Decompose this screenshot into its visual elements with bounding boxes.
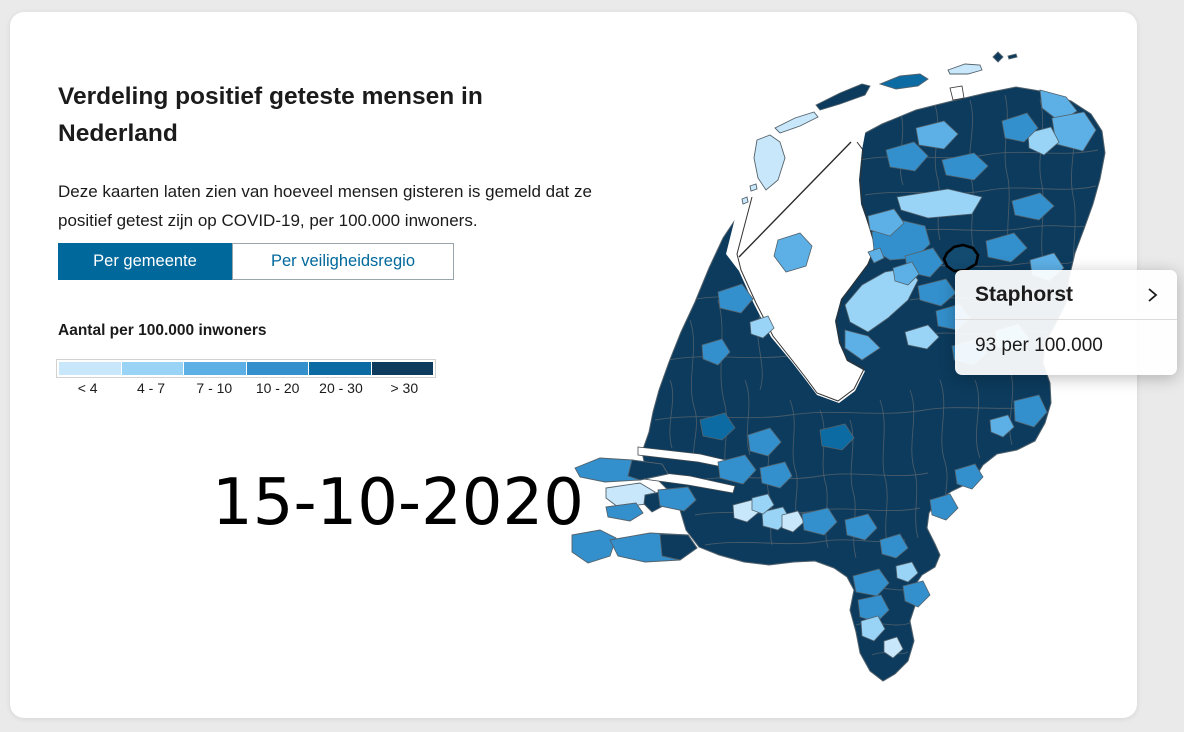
tooltip-divider — [955, 319, 1177, 320]
afsluitdijk — [738, 141, 852, 258]
page-description: Deze kaarten laten zien van hoeveel mens… — [58, 182, 592, 230]
selected-region-staphorst[interactable] — [942, 243, 980, 273]
zeeland-islands[interactable] — [571, 457, 698, 564]
page-title: Verdeling positief geteste mensen in Ned… — [58, 83, 483, 148]
chevron-right-icon — [1148, 288, 1158, 302]
legend-swatch-gt30 — [371, 362, 433, 375]
map-type-tabs: Per gemeente Per veiligheidsregio — [58, 243, 454, 280]
legend-label-7-10: 7 - 10 — [196, 380, 233, 396]
date-overlay: 15-10-2020 — [212, 466, 584, 540]
legend-swatch-20-30 — [309, 362, 371, 375]
region-tooltip[interactable]: Staphorst 93 per 100.000 — [955, 270, 1177, 375]
tab-per-gemeente[interactable]: Per gemeente — [58, 243, 232, 280]
legend-label-10-20: 10 - 20 — [255, 380, 300, 396]
legend-label-lt4: < 4 — [77, 380, 98, 396]
legend-title: Aantal per 100.000 inwoners — [58, 322, 267, 339]
legend-labels: < 4 4 - 7 7 - 10 10 - 20 20 - 30 > 30 — [56, 380, 436, 396]
legend-swatch-7-10 — [184, 362, 246, 375]
municipality-patches[interactable] — [699, 89, 1097, 659]
legend-swatch-lt4 — [59, 362, 121, 375]
legend-label-20-30: 20 - 30 — [319, 380, 363, 396]
legend-label-gt30: > 30 — [390, 380, 419, 396]
tab-per-veiligheidsregio-label: Per veiligheidsregio — [271, 252, 415, 270]
tab-per-gemeente-label: Per gemeente — [93, 252, 197, 270]
wadden-islands[interactable] — [741, 51, 1018, 205]
legend-swatch-10-20 — [246, 362, 308, 375]
lauwersmeer — [949, 85, 965, 101]
tooltip-region-name: Staphorst — [975, 283, 1074, 306]
tab-per-veiligheidsregio[interactable]: Per veiligheidsregio — [232, 243, 454, 280]
legend-swatch-4-7 — [121, 362, 183, 375]
legend-color-bar — [56, 359, 436, 378]
tooltip-header[interactable]: Staphorst — [955, 270, 1177, 319]
legend-label-4-7: 4 - 7 — [136, 380, 165, 396]
tooltip-region-value: 93 per 100.000 — [975, 335, 1103, 356]
